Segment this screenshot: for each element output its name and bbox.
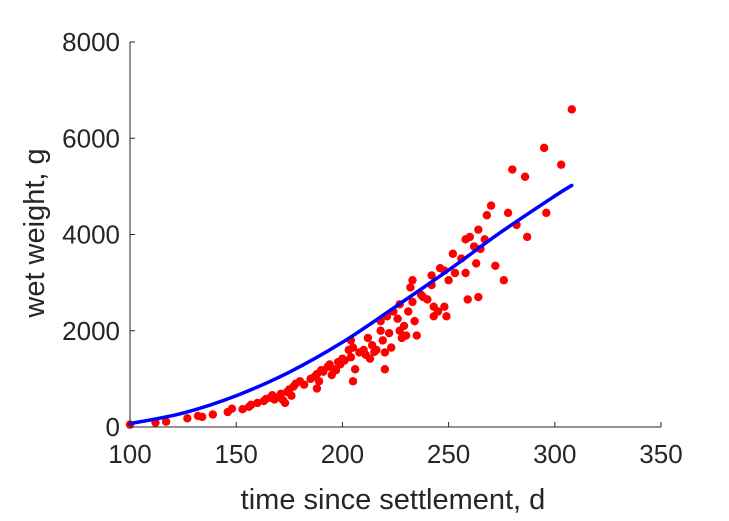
plot-area	[125, 105, 576, 429]
x-axis-label: time since settlement, d	[241, 484, 546, 516]
data-point	[227, 404, 237, 413]
data-point	[472, 259, 481, 268]
y-tick-label: 8000	[62, 27, 120, 57]
data-point	[461, 268, 470, 278]
data-point	[331, 366, 341, 375]
data-point	[556, 160, 566, 169]
data-point	[542, 208, 551, 218]
data-point	[567, 105, 576, 114]
data-point	[340, 356, 349, 365]
data-point	[380, 348, 390, 357]
data-point	[508, 165, 517, 174]
x-tick-label: 150	[215, 439, 258, 469]
data-point	[465, 232, 475, 242]
data-point	[423, 295, 432, 304]
data-point	[348, 343, 358, 352]
x-tick-label: 300	[533, 439, 576, 469]
data-point	[503, 208, 513, 218]
data-point	[198, 412, 207, 422]
data-point	[346, 353, 356, 362]
data-point	[474, 292, 483, 302]
data-point	[387, 343, 396, 352]
data-point	[463, 295, 472, 304]
data-point	[299, 380, 309, 389]
fit-line	[128, 183, 574, 426]
data-point	[412, 331, 421, 340]
x-tick-label: 200	[321, 439, 364, 469]
data-point	[348, 377, 358, 386]
data-point	[246, 400, 256, 410]
data-point	[433, 307, 443, 316]
data-point	[314, 377, 324, 386]
data-point	[440, 302, 449, 311]
data-point	[406, 283, 415, 292]
x-tick-label: 100	[108, 439, 151, 469]
data-point	[499, 276, 509, 285]
data-point	[372, 345, 381, 355]
data-point	[183, 414, 192, 423]
data-point	[486, 201, 496, 210]
data-point	[427, 271, 436, 280]
data-point	[287, 391, 296, 400]
data-point	[539, 143, 549, 153]
y-axis-label: wet weight, g	[19, 148, 51, 318]
data-point	[350, 365, 360, 374]
data-point	[378, 336, 387, 345]
y-tick-label: 0	[106, 412, 120, 442]
data-point	[312, 384, 322, 393]
x-tick-label: 350	[639, 439, 682, 469]
data-point	[442, 312, 451, 321]
data-point	[448, 249, 458, 258]
y-tick-label: 2000	[62, 316, 120, 346]
data-point	[401, 331, 411, 340]
data-point	[522, 232, 532, 242]
data-point	[444, 276, 453, 285]
data-point	[363, 333, 373, 343]
data-point	[491, 261, 500, 270]
data-point	[380, 365, 390, 374]
data-point	[208, 410, 218, 419]
data-point	[384, 328, 394, 338]
data-point	[376, 326, 385, 335]
data-point	[399, 321, 409, 331]
y-tick-label: 6000	[62, 123, 120, 153]
data-point	[253, 398, 262, 408]
data-point	[474, 225, 483, 234]
data-point	[280, 398, 290, 408]
x-tick-label: 250	[427, 439, 470, 469]
data-point	[161, 417, 171, 426]
data-point	[238, 404, 247, 414]
ticks: 100 150 200 250 300 350 0 2000 4000 6000 8000	[62, 27, 683, 469]
axes	[129, 42, 661, 428]
data-point	[482, 211, 492, 220]
data-point	[404, 307, 413, 316]
data-point	[408, 276, 417, 285]
data-point	[408, 297, 417, 307]
data-point	[393, 314, 402, 323]
data-point	[410, 316, 419, 326]
y-tick-label: 4000	[62, 220, 120, 250]
data-point	[365, 354, 375, 363]
data-point	[450, 268, 460, 278]
data-point	[520, 172, 530, 181]
